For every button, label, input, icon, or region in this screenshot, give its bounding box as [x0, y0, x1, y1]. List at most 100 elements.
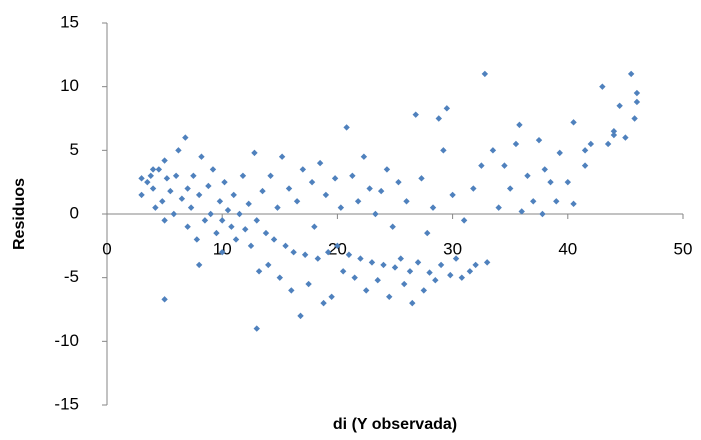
point — [437, 261, 445, 269]
point — [395, 178, 402, 186]
y-tick-label: 10 — [60, 76, 79, 95]
point — [349, 172, 356, 179]
point — [363, 287, 370, 294]
point — [599, 83, 606, 90]
x-tick-label: 40 — [558, 239, 577, 258]
point — [481, 70, 489, 78]
point — [512, 140, 520, 148]
point — [406, 268, 414, 275]
point — [232, 236, 240, 243]
point — [314, 255, 322, 262]
point — [170, 210, 178, 218]
point — [253, 217, 260, 224]
point — [161, 296, 168, 303]
point — [138, 191, 145, 199]
point — [195, 261, 203, 269]
point — [161, 157, 168, 164]
point — [339, 268, 347, 275]
point — [149, 185, 157, 192]
point — [161, 217, 168, 224]
y-tick-label: -5 — [64, 267, 79, 286]
point — [570, 200, 577, 208]
point — [209, 166, 217, 173]
point — [581, 162, 589, 169]
point — [262, 229, 270, 237]
point — [305, 280, 312, 288]
point — [288, 287, 295, 294]
point — [443, 105, 451, 112]
point — [412, 111, 419, 118]
point — [401, 280, 408, 288]
point — [622, 134, 629, 141]
point — [631, 115, 638, 122]
point — [219, 249, 226, 256]
point — [633, 89, 641, 97]
point — [267, 172, 274, 179]
point — [452, 255, 460, 262]
point — [440, 147, 447, 154]
point — [581, 147, 589, 154]
point — [426, 269, 433, 276]
point — [478, 162, 485, 169]
point — [556, 149, 563, 157]
point — [409, 299, 416, 307]
point — [224, 206, 232, 214]
point — [518, 208, 525, 215]
point — [163, 175, 171, 182]
point — [633, 98, 641, 106]
point — [418, 175, 425, 182]
point — [301, 251, 309, 258]
point — [316, 159, 324, 167]
point — [466, 268, 474, 275]
point — [337, 204, 345, 211]
point — [230, 191, 237, 199]
point — [167, 187, 174, 195]
point — [155, 166, 163, 173]
point — [377, 187, 385, 195]
x-tick-label: 50 — [674, 239, 693, 258]
point — [290, 249, 297, 256]
point — [447, 271, 454, 279]
y-tick-label: -10 — [54, 331, 79, 350]
point — [228, 223, 235, 230]
point — [147, 172, 154, 179]
point — [320, 299, 327, 307]
point — [610, 128, 618, 135]
point — [245, 200, 252, 208]
point — [449, 191, 456, 199]
point — [541, 166, 548, 173]
point — [274, 204, 281, 211]
point — [152, 204, 159, 211]
point — [144, 178, 151, 186]
point — [216, 198, 224, 205]
point — [198, 153, 205, 160]
x-axis-title: di (Y observada) — [333, 416, 457, 433]
point — [535, 136, 543, 144]
point — [357, 255, 364, 262]
point — [391, 264, 399, 271]
point — [383, 166, 391, 173]
point — [570, 119, 577, 126]
point — [239, 172, 247, 179]
point — [328, 293, 335, 300]
point — [610, 131, 618, 139]
point — [616, 102, 623, 109]
x-tick-label: 0 — [102, 239, 111, 258]
point — [265, 261, 272, 269]
point — [149, 166, 157, 173]
y-tick-label: -15 — [54, 394, 79, 413]
point — [374, 277, 381, 284]
point — [311, 223, 318, 230]
point — [324, 249, 332, 256]
y-tick-label: 15 — [60, 12, 79, 31]
point — [251, 149, 258, 157]
point — [270, 236, 278, 243]
point — [322, 191, 330, 199]
point — [278, 153, 286, 160]
point — [334, 242, 341, 250]
point — [184, 223, 191, 230]
point — [372, 210, 379, 218]
point — [190, 172, 197, 179]
point — [627, 70, 635, 78]
point — [435, 115, 442, 122]
